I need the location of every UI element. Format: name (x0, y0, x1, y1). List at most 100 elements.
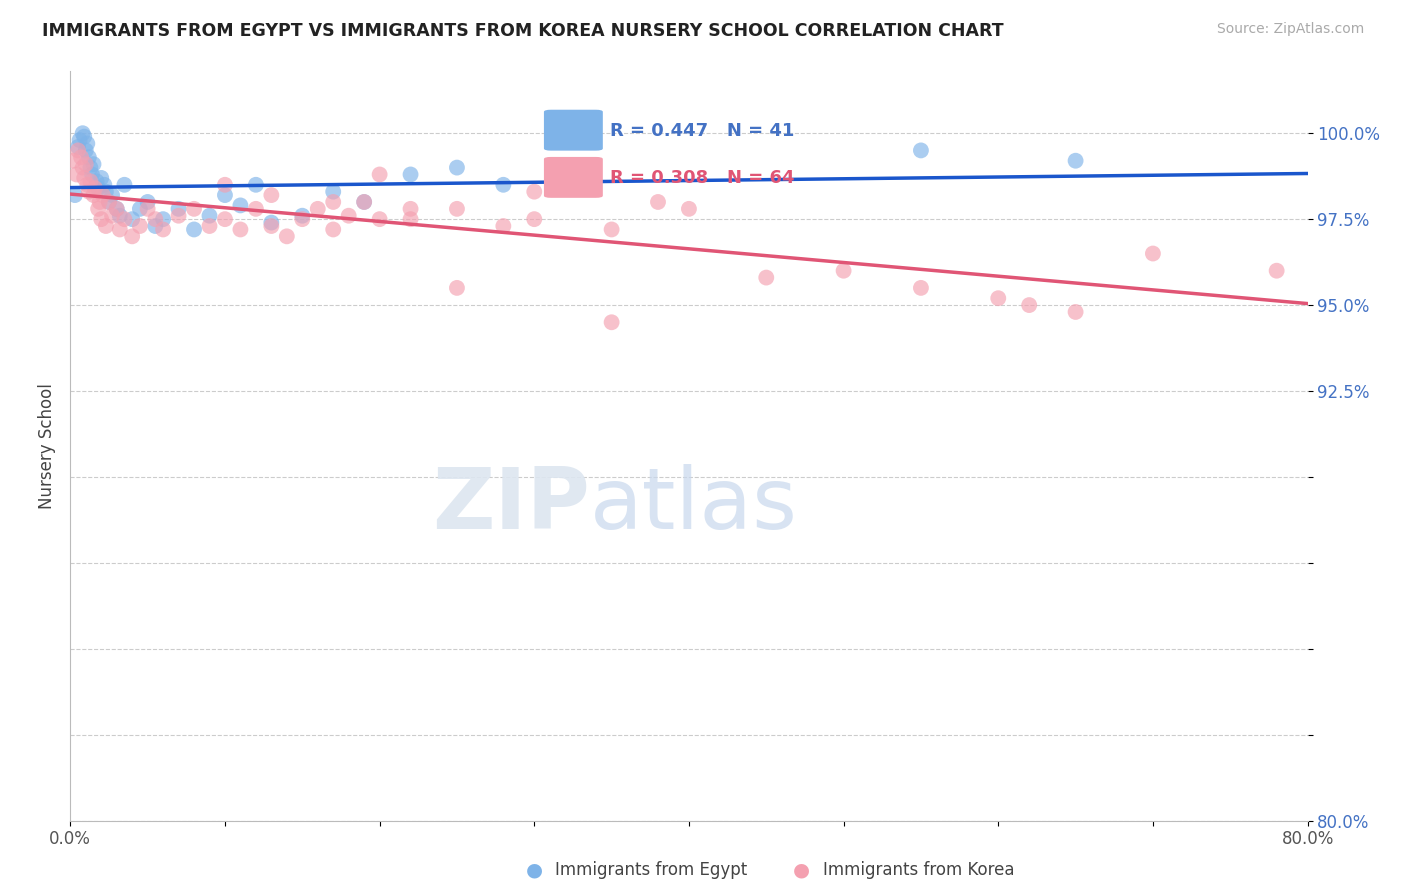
Point (108, 209, 131, 223)
Point (121, 229, 143, 244)
Point (67, 144, 90, 158)
Point (353, 194, 375, 209)
Point (832, 263, 855, 277)
Point (245, 202, 267, 216)
Point (82, 188, 105, 202)
Point (276, 229, 298, 244)
Point (84, 181, 107, 195)
Point (98, 194, 120, 209)
Point (101, 209, 124, 223)
Point (90, 170, 112, 185)
Point (446, 202, 468, 216)
Point (105, 202, 128, 216)
Text: Immigrants from Korea: Immigrants from Korea (823, 861, 1014, 879)
Point (1018, 298, 1040, 312)
Point (145, 219, 166, 233)
Point (322, 194, 344, 209)
Point (98, 194, 120, 209)
Point (214, 178, 236, 192)
Point (678, 202, 700, 216)
Point (245, 178, 267, 192)
Point (73, 170, 96, 185)
Point (229, 198, 252, 212)
Point (75, 144, 97, 158)
Point (1064, 305, 1087, 319)
Point (69, 133, 91, 147)
Point (67, 140, 90, 154)
Text: Source: ZipAtlas.com: Source: ZipAtlas.com (1216, 22, 1364, 37)
Point (1142, 246, 1164, 260)
Point (90, 212, 112, 227)
Point (446, 161, 468, 175)
Point (523, 212, 546, 227)
Point (260, 219, 283, 233)
Point (353, 194, 375, 209)
Point (337, 209, 360, 223)
Point (167, 202, 190, 216)
Point (152, 212, 174, 227)
Text: atlas: atlas (591, 465, 799, 548)
Point (1064, 153, 1087, 168)
Point (260, 216, 283, 230)
Point (80, 168, 103, 182)
Point (910, 144, 932, 158)
Point (136, 194, 159, 209)
Point (91, 188, 114, 202)
Point (183, 222, 205, 236)
Point (77, 150, 100, 164)
Point (1265, 263, 1288, 277)
Point (322, 222, 344, 236)
Point (198, 219, 221, 233)
Point (77, 185, 100, 199)
Point (72, 161, 94, 175)
Point (322, 185, 344, 199)
Point (600, 315, 623, 329)
Point (198, 209, 221, 223)
Point (910, 281, 932, 295)
Point (86, 174, 108, 188)
Point (307, 202, 329, 216)
Point (214, 212, 236, 227)
Point (167, 209, 190, 223)
Point (63, 188, 86, 202)
Point (101, 188, 124, 202)
Point (79, 161, 101, 175)
Point (152, 222, 174, 236)
Text: ●: ● (793, 860, 810, 880)
Point (94, 185, 117, 199)
Point (114, 178, 135, 192)
Y-axis label: Nursery School: Nursery School (38, 383, 56, 509)
Point (145, 212, 166, 227)
Point (89, 194, 111, 209)
Point (65, 168, 87, 182)
Point (368, 168, 391, 182)
Point (70, 150, 93, 164)
Point (987, 291, 1010, 305)
Point (93, 178, 115, 192)
Point (399, 168, 422, 182)
Text: ZIP: ZIP (432, 465, 591, 548)
Point (121, 212, 143, 227)
Point (76, 136, 98, 151)
Text: IMMIGRANTS FROM EGYPT VS IMMIGRANTS FROM KOREA NURSERY SCHOOL CORRELATION CHART: IMMIGRANTS FROM EGYPT VS IMMIGRANTS FROM… (42, 22, 1004, 40)
Point (183, 202, 205, 216)
Point (399, 202, 422, 216)
Point (136, 202, 159, 216)
Point (62, 153, 84, 168)
Point (114, 212, 135, 227)
Point (229, 222, 252, 236)
Point (94, 219, 117, 233)
Point (73, 129, 96, 144)
Point (87, 202, 110, 216)
Point (129, 202, 152, 216)
Point (108, 222, 131, 236)
Text: Immigrants from Egypt: Immigrants from Egypt (555, 861, 748, 879)
Text: ●: ● (526, 860, 543, 880)
Point (82, 157, 105, 171)
Point (79, 174, 101, 188)
Point (72, 126, 94, 140)
Point (214, 188, 236, 202)
Point (368, 212, 391, 227)
Point (492, 219, 515, 233)
Point (523, 185, 546, 199)
